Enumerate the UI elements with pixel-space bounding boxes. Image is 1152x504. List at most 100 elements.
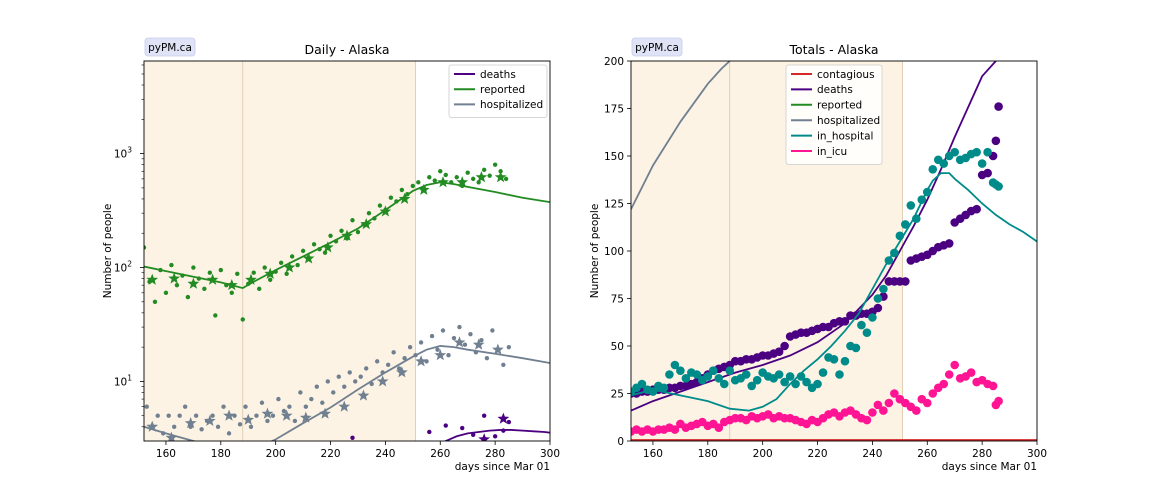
- hospitalized-weekly-star: [395, 366, 408, 378]
- deaths-point: [780, 341, 789, 351]
- hospitalized-point: [407, 344, 413, 350]
- period-band-2: [242, 61, 416, 441]
- hospitalized-point: [347, 370, 352, 375]
- reported-point: [333, 239, 339, 244]
- reported-point: [328, 233, 333, 238]
- hospitalized-point: [287, 404, 292, 409]
- y-tick-label: 200: [604, 56, 624, 68]
- hospitalized-point: [429, 333, 435, 339]
- hospitalized-weekly-star: [338, 400, 351, 412]
- in_hospital-point: [659, 383, 669, 393]
- deaths-point: [492, 434, 498, 439]
- reported-point: [300, 248, 306, 254]
- in_hospital-point: [835, 370, 844, 379]
- hospitalized-weekly-star: [319, 407, 331, 419]
- hospitalized-point: [396, 366, 402, 371]
- reported-weekly-star: [245, 273, 257, 285]
- reported-weekly-star: [146, 273, 159, 285]
- hospitalized-point: [314, 384, 320, 389]
- in_icu-point: [884, 398, 894, 408]
- in_icu-point: [873, 400, 883, 410]
- hospitalized-point: [468, 331, 473, 337]
- legend-label-in_icu: in_icu: [817, 146, 847, 158]
- reported-point: [240, 317, 245, 322]
- reported-point: [366, 210, 372, 216]
- in_hospital-point: [637, 379, 647, 389]
- legend-label-deaths: deaths: [817, 84, 853, 96]
- in_icu-point: [862, 415, 872, 425]
- y-tick-label: 103: [114, 146, 132, 161]
- x-tick-label: 300: [1027, 448, 1047, 460]
- y-tick-label: 100: [604, 246, 624, 258]
- hospitalized-model-line: [144, 345, 550, 441]
- badge-box: [144, 37, 196, 57]
- y-tick-label: 150: [604, 151, 624, 163]
- in_hospital-point: [780, 377, 789, 387]
- hospitalized-point: [457, 324, 462, 330]
- legend-label-reported: reported: [480, 84, 525, 96]
- hospitalized-point: [281, 408, 287, 414]
- legend-label-deaths: deaths: [480, 69, 516, 81]
- hospitalized-weekly-star: [491, 343, 504, 355]
- hospitalized-point: [473, 350, 479, 355]
- hospitalized-point: [490, 328, 495, 333]
- x-axis-label: days since Mar 01: [455, 461, 550, 473]
- x-tick-label: 280: [485, 448, 505, 460]
- reported-point: [394, 199, 399, 204]
- reported-point: [372, 216, 377, 221]
- hospitalized-weekly-star: [299, 411, 312, 423]
- hospitalized-point: [265, 418, 270, 424]
- hospitalized-weekly-star: [261, 407, 274, 419]
- reported-point: [180, 273, 185, 278]
- in_hospital-point: [928, 165, 938, 174]
- badge-label: pyPM.ca: [635, 42, 679, 54]
- reported-point: [476, 180, 481, 185]
- hospitalized-weekly-star: [223, 409, 235, 421]
- in_hospital-point: [774, 370, 784, 379]
- hospitalized-point: [369, 381, 374, 387]
- reported-point: [152, 299, 158, 305]
- hospitalized-point: [479, 338, 484, 343]
- reported-weekly-star: [168, 272, 181, 284]
- deaths-point: [443, 423, 448, 428]
- deaths-point: [501, 428, 506, 433]
- reported-weekly-star: [206, 273, 219, 285]
- hospitalized-point: [193, 413, 199, 418]
- in_icu-point: [950, 360, 959, 370]
- in_hospital-point: [709, 366, 718, 376]
- reported-point: [235, 271, 240, 277]
- hospitalized-point: [270, 413, 276, 418]
- reported-weekly-star: [379, 205, 392, 217]
- reported-weekly-star: [494, 171, 507, 183]
- reported-weekly-star: [398, 192, 411, 204]
- deaths-point: [972, 204, 981, 214]
- in_hospital-point: [719, 379, 729, 389]
- hospitalized-point: [506, 344, 512, 350]
- reported-point: [229, 290, 234, 295]
- in_hospital-point: [857, 320, 866, 330]
- reported-weekly-star: [475, 171, 488, 183]
- in_icu-point: [994, 396, 1003, 406]
- hospitalized-point: [418, 340, 424, 345]
- reported-point: [257, 286, 262, 292]
- in_hospital-point: [851, 343, 861, 353]
- hospitalized-point: [451, 335, 457, 341]
- reported-point: [388, 195, 394, 200]
- reported-point: [196, 276, 202, 281]
- x-tick-label: 180: [698, 448, 718, 460]
- in_hospital-point: [648, 387, 658, 396]
- hospitalized-point: [446, 352, 451, 358]
- in_hospital-point: [725, 366, 735, 376]
- reported-weekly-star: [456, 176, 469, 188]
- hospitalized-weekly-star: [203, 414, 216, 426]
- in_hospital-point: [802, 377, 811, 387]
- in_hospital-point: [890, 248, 899, 258]
- in_icu-point: [944, 370, 954, 379]
- in_hospital-point: [906, 201, 916, 210]
- reported-point: [169, 262, 174, 268]
- reported-point: [465, 170, 470, 175]
- reported-point: [377, 203, 383, 208]
- in_hospital-point: [868, 313, 877, 322]
- deaths-point: [506, 419, 512, 425]
- hospitalized-point: [331, 390, 336, 395]
